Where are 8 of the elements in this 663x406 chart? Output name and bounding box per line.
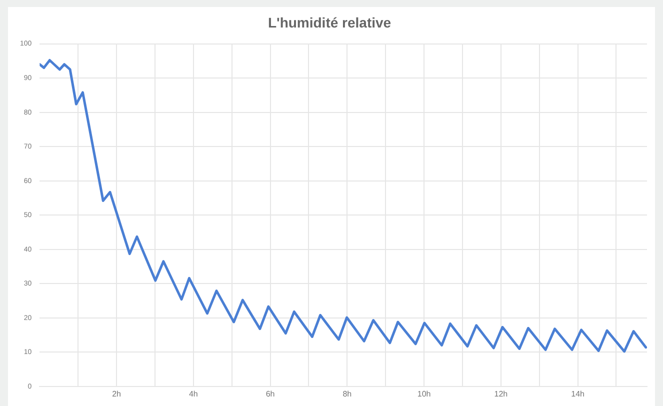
x-tick-label: 6h [266, 389, 275, 398]
x-tick-label: 12h [494, 389, 508, 398]
chart-title: L'humidité relative [268, 14, 392, 30]
x-tick-label: 14h [571, 389, 584, 398]
x-tick-label: 8h [342, 389, 352, 398]
x-tick-label: 4h [188, 389, 198, 398]
x-tick-label: 10h [417, 389, 431, 398]
x-tick-label: 2h [112, 389, 122, 398]
